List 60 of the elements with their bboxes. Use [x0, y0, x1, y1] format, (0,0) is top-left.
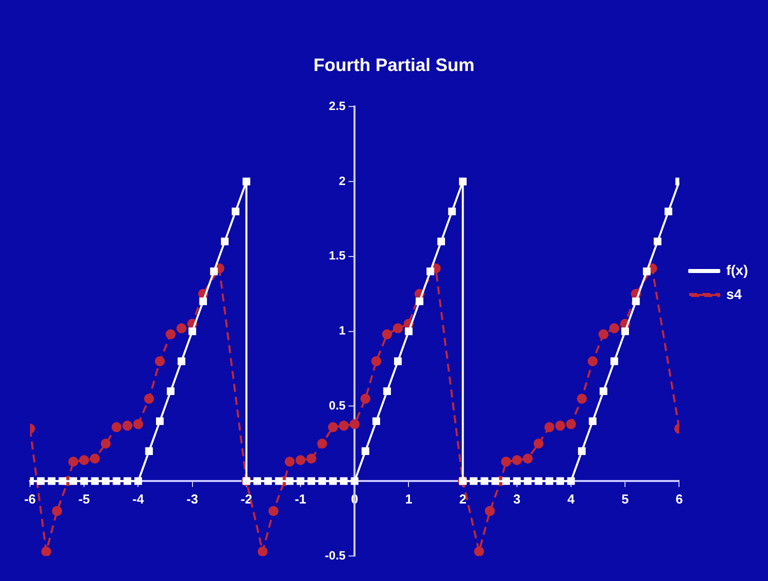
point: [512, 455, 522, 466]
point: [133, 419, 144, 430]
point: [338, 420, 349, 431]
point: [154, 356, 165, 366]
point: [588, 356, 598, 366]
x-tick-label: 6: [676, 491, 683, 506]
point: [392, 323, 403, 334]
point: [306, 454, 316, 464]
point: [41, 546, 52, 556]
point: [566, 419, 576, 430]
y-tick-label: 2: [338, 174, 346, 188]
point: [296, 455, 306, 466]
point: [90, 454, 100, 464]
legend-label: f(x): [726, 262, 748, 278]
point: [258, 546, 268, 556]
x-tick-label: 3: [513, 491, 521, 506]
point: [544, 422, 554, 432]
point: [609, 323, 620, 334]
x-tick-label: 2: [459, 491, 466, 506]
y-tick-label: 1: [338, 324, 346, 338]
point: [268, 506, 278, 516]
point: [501, 456, 512, 467]
chart-title: Fourth Partial Sum: [313, 54, 475, 75]
point: [317, 438, 328, 449]
x-tick-label: 1: [405, 491, 412, 506]
point: [474, 546, 484, 556]
x-tick-label: -6: [24, 491, 36, 506]
point: [598, 329, 608, 340]
legend-label: s4: [726, 286, 742, 302]
point: [576, 394, 587, 404]
point: [534, 438, 544, 449]
y-tick-label: 2.5: [328, 98, 346, 113]
point: [328, 422, 338, 432]
point: [360, 394, 370, 404]
x-tick-label: -5: [78, 491, 90, 506]
y-tick-label: 0.5: [328, 398, 346, 413]
point: [176, 323, 186, 334]
point: [350, 419, 360, 430]
point: [68, 456, 78, 467]
point: [166, 329, 176, 340]
point: [371, 356, 382, 366]
point: [100, 438, 111, 449]
x-tick-label: -4: [132, 491, 145, 506]
point: [484, 506, 495, 516]
x-tick-label: 5: [622, 491, 629, 506]
point: [79, 455, 90, 466]
point: [382, 329, 392, 340]
point: [112, 422, 122, 432]
x-tick-label: -1: [294, 491, 306, 506]
point: [52, 506, 62, 516]
y-tick-label: -0.5: [324, 548, 346, 562]
y-tick-label: 1.5: [328, 248, 346, 263]
x-tick-label: -2: [240, 491, 252, 506]
point: [122, 420, 132, 431]
x-tick-label: 4: [567, 491, 576, 506]
point: [144, 394, 154, 404]
point: [284, 456, 295, 467]
point: [522, 454, 533, 464]
x-tick-label: -3: [186, 491, 198, 506]
point: [555, 420, 566, 431]
